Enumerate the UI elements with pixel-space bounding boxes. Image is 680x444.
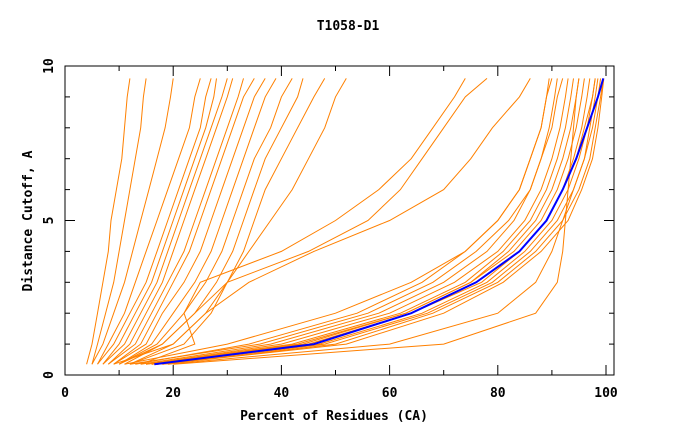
model-line-25 — [151, 78, 585, 365]
model-line-19 — [113, 78, 531, 365]
y-tick-label: 5 — [42, 217, 57, 225]
series-lines — [86, 78, 605, 366]
model-line-12 — [118, 78, 277, 365]
model-line-21 — [140, 78, 564, 365]
model-line-16 — [129, 78, 347, 365]
x-tick-label: 80 — [490, 386, 506, 401]
y-axis-label: Distance Cutoff, A — [21, 150, 36, 291]
x-tick-label: 40 — [274, 386, 290, 401]
x-tick-label: 20 — [165, 386, 181, 401]
x-tick-label: 60 — [382, 386, 398, 401]
model-line-13 — [118, 78, 293, 365]
x-axis-label: Percent of Residues (CA) — [240, 409, 428, 424]
model-line-33 — [173, 78, 580, 365]
model-line-24 — [151, 78, 580, 365]
chart-title: T1058-D1 — [317, 19, 380, 34]
model-line-8 — [107, 78, 234, 365]
model-line-7 — [102, 78, 228, 365]
model-line-10 — [113, 78, 255, 365]
model-line-5 — [97, 78, 212, 365]
model-line-30 — [162, 78, 605, 365]
model-line-1 — [86, 78, 131, 365]
model-line-3 — [91, 78, 174, 365]
model-line-32 — [124, 78, 550, 365]
model-line-28 — [156, 78, 602, 365]
x-tick-label: 0 — [61, 386, 69, 401]
highlight-line — [154, 78, 605, 366]
axis-ticks: 0 20 40 60 80 100 0 5 10 — [42, 58, 618, 401]
x-tick-label: 100 — [594, 386, 618, 401]
model-line-11 — [113, 78, 266, 365]
plot-frame — [64, 65, 615, 376]
y-tick-label: 10 — [42, 58, 57, 74]
y-tick-label: 0 — [42, 371, 57, 379]
model-line-22 — [146, 78, 569, 365]
model-line-15 — [129, 78, 326, 365]
model-line-6 — [102, 78, 217, 365]
model-line-17 — [140, 78, 466, 365]
model-line-31 — [129, 78, 558, 365]
model-line-2 — [91, 78, 147, 365]
model-line-27 — [156, 78, 596, 365]
model-line-9 — [108, 78, 244, 365]
model-line-23 — [146, 78, 574, 365]
model-line-4 — [97, 78, 201, 365]
model-line-18 — [118, 78, 488, 365]
